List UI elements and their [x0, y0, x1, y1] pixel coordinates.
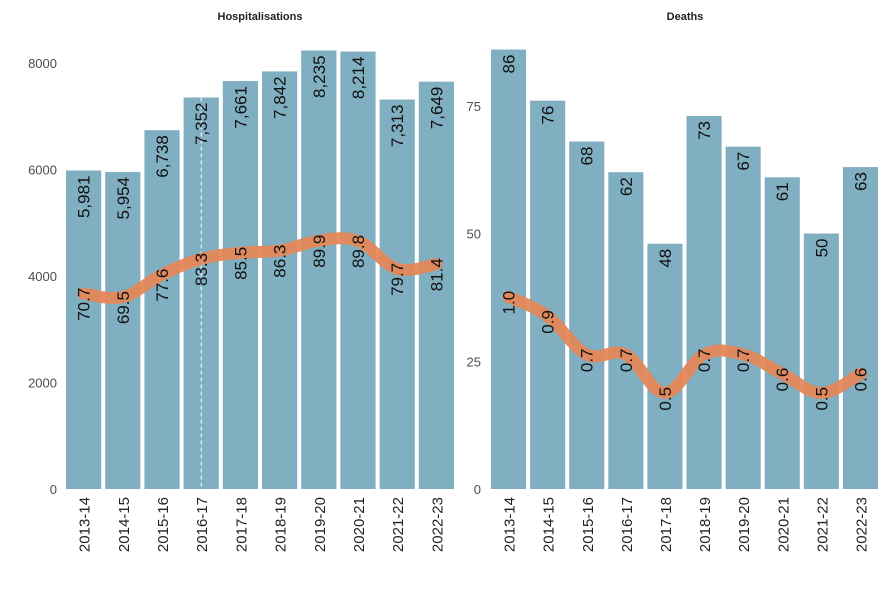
bar-value-label: 61	[773, 182, 792, 201]
bar-value-label: 73	[695, 121, 714, 140]
line-value-label: 86.3	[271, 245, 290, 278]
x-tick-label: 2018-19	[273, 497, 290, 552]
bar-value-label: 5,981	[75, 175, 94, 218]
line-value-label: 89.8	[349, 235, 368, 268]
x-tick-label: 2022-23	[429, 497, 446, 552]
bar-value-label: 5,954	[114, 177, 133, 220]
chart-panel-hospitalisations: Hospitalisations 0 2000 4000 6000 8000 5,981 5,…	[28, 11, 454, 552]
x-tick-label: 2020-21	[775, 497, 792, 552]
bar-value-label: 7,649	[427, 87, 446, 130]
bar-value-label: 7,842	[271, 76, 290, 119]
y-tick-label: 2000	[28, 375, 57, 390]
bar-value-label: 62	[617, 177, 636, 196]
bar-value-label: 6,738	[153, 135, 172, 178]
line-value-label: 89.9	[310, 235, 329, 268]
bar-value-label: 76	[539, 106, 558, 125]
y-tick-label: 50	[467, 227, 481, 242]
line-value-label: 0.5	[812, 387, 831, 411]
bar-value-label: 63	[851, 172, 870, 191]
rate-line	[502, 290, 867, 399]
bar	[379, 99, 415, 489]
bar-value-label: 48	[656, 249, 675, 268]
bar	[647, 243, 683, 489]
line-value-label: 0.7	[578, 348, 597, 372]
line-value-label: 0.5	[656, 387, 675, 411]
line-value-label: 1.0	[500, 291, 519, 315]
line-value-label: 0.7	[734, 348, 753, 372]
bar-value-label: 67	[734, 152, 753, 171]
line-value-label: 85.5	[231, 247, 250, 280]
rate-line	[77, 232, 443, 305]
y-tick-label: 25	[467, 354, 481, 369]
panel-title: Hospitalisations	[218, 11, 303, 23]
bar-value-label: 68	[578, 147, 597, 166]
bar-value-label: 86	[500, 55, 519, 74]
bar	[262, 71, 298, 489]
bar	[340, 51, 376, 489]
y-tick-label: 0	[474, 482, 481, 497]
bar	[301, 50, 337, 489]
line-value-label: 0.9	[539, 310, 558, 334]
x-tick-label: 2019-20	[312, 497, 329, 552]
bar	[686, 115, 722, 489]
bar	[105, 171, 141, 489]
line-value-label: 81.4	[427, 258, 446, 291]
bar	[530, 100, 566, 490]
y-tick-label: 6000	[28, 162, 57, 177]
line-value-label: 70.7	[75, 288, 94, 321]
bar	[725, 146, 761, 490]
x-tick-label: 2020-21	[351, 497, 368, 552]
line-value-label: 79.7	[388, 263, 407, 296]
x-tick-label: 2016-17	[194, 497, 211, 552]
line-value-label: 69.5	[114, 291, 133, 324]
bar	[608, 172, 644, 490]
y-tick-label: 75	[467, 99, 481, 114]
x-tick-label: 2014-15	[116, 497, 133, 552]
line-value-label: 83.3	[192, 253, 211, 286]
bar	[222, 81, 258, 489]
line-value-label: 77.6	[153, 269, 172, 302]
x-tick-label: 2014-15	[541, 497, 558, 552]
line-value-label: 0.6	[851, 368, 870, 392]
bar-value-label: 7,313	[388, 105, 407, 148]
x-tick-label: 2015-16	[155, 497, 172, 552]
bar	[144, 130, 180, 489]
bar-value-label: 8,235	[310, 55, 329, 98]
x-tick-label: 2021-22	[390, 497, 407, 552]
bar-value-label: 8,214	[349, 57, 368, 100]
bar	[491, 49, 527, 490]
bar	[842, 167, 878, 489]
line-value-label: 0.7	[695, 348, 714, 372]
x-tick-label: 2018-19	[697, 497, 714, 552]
x-tick-label: 2021-22	[814, 497, 831, 552]
x-tick-label: 2016-17	[619, 497, 636, 552]
bar-value-label: 7,661	[231, 86, 250, 129]
bar	[418, 81, 454, 489]
x-tick-label: 2017-18	[233, 497, 250, 552]
line-value-label: 0.7	[617, 348, 636, 372]
y-tick-label: 8000	[28, 56, 57, 71]
bar-value-label: 50	[812, 239, 831, 258]
x-tick-label: 2015-16	[580, 497, 597, 552]
panel-title: Deaths	[667, 11, 704, 23]
x-tick-label: 2022-23	[853, 497, 870, 552]
bar	[803, 233, 839, 489]
x-tick-label: 2013-14	[502, 497, 519, 552]
bar	[764, 177, 800, 489]
y-tick-label: 0	[50, 482, 57, 497]
bar-value-label: 7,352	[192, 102, 211, 145]
x-tick-label: 2017-18	[658, 497, 675, 552]
x-tick-label: 2013-14	[77, 497, 94, 552]
bar	[569, 141, 605, 489]
bar	[66, 170, 102, 490]
line-value-label: 0.6	[773, 368, 792, 392]
x-tick-label: 2019-20	[736, 497, 753, 552]
chart-panel-deaths: Deaths 0 25 50 75 86 76 68 62 48 73 67 61 50 63 1.0 0.9 0…	[467, 11, 878, 552]
y-tick-label: 4000	[28, 269, 57, 284]
